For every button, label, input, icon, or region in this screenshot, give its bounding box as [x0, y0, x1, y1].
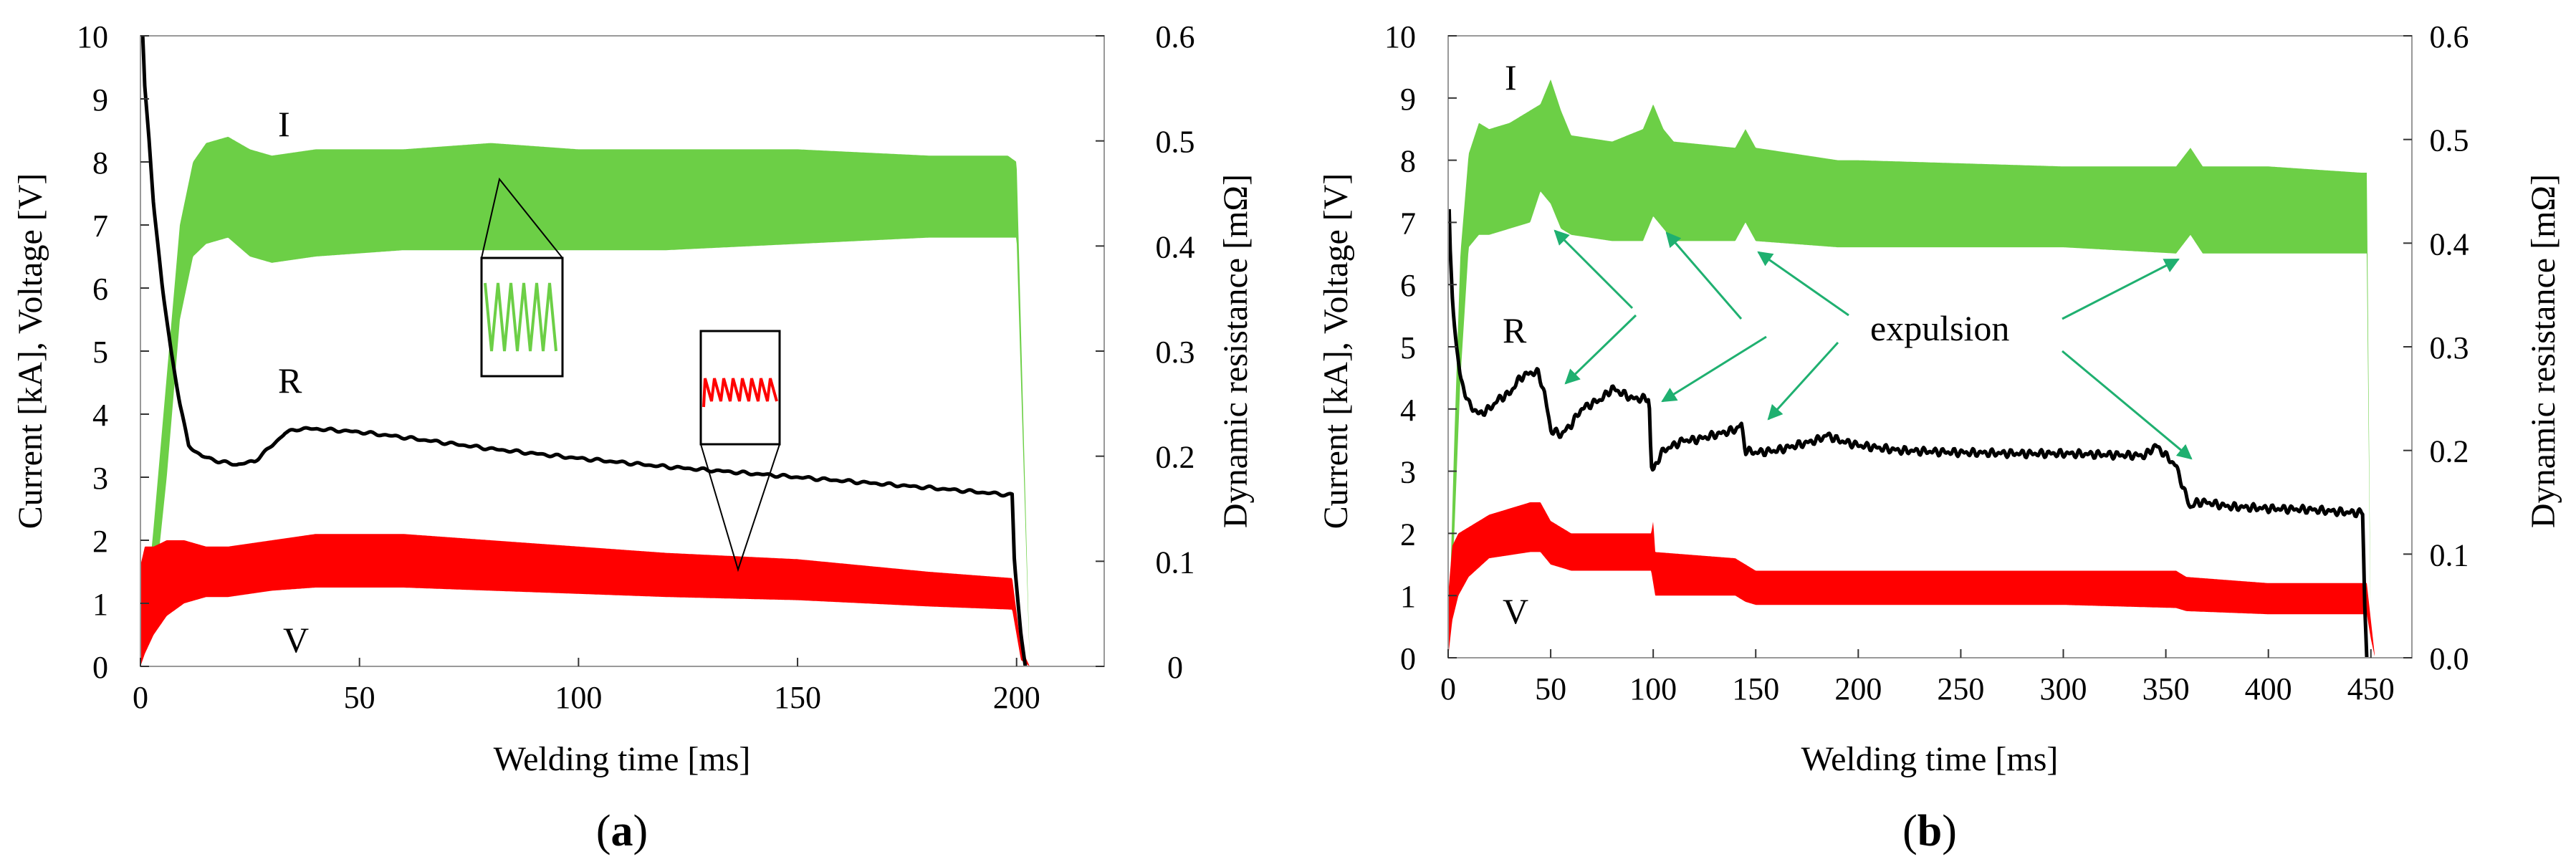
panel-a: 0 50 100 150 20001234567891000.10.20.30.40.5… — [11, 19, 1255, 856]
figure: 0 50 100 150 20001234567891000.10.20.30.40.5… — [0, 0, 2576, 867]
y-right-tick-label: 0.5 — [1156, 125, 1195, 160]
panel-a-label-current: I — [278, 104, 290, 144]
voltage-inset — [701, 331, 780, 570]
panel-b-caption: (b) — [1902, 807, 1957, 856]
x-tick-label: 50 — [344, 680, 375, 715]
y-left-tick-label: 10 — [77, 19, 108, 54]
panel-b-x-axis-title: Welding time [ms] — [1801, 740, 2059, 778]
y-right-tick-label: 0.1 — [2430, 537, 2469, 573]
x-tick-label: 0 — [1440, 671, 1456, 706]
y-right-tick-label: 0.0 — [2430, 641, 2469, 676]
panel-a-caption: (a) — [596, 807, 648, 856]
y-left-tick-label: 8 — [92, 145, 108, 181]
y-right-tick-label: 0.6 — [1156, 19, 1195, 54]
y-left-tick-label: 4 — [1400, 393, 1416, 428]
expulsion-arrow-3 — [1667, 233, 1741, 319]
panel-a-marks — [140, 35, 1030, 667]
x-tick-label: 50 — [1535, 671, 1566, 706]
y-left-tick-label: 0 — [1400, 641, 1416, 676]
panel-a-left-axis-title: Current [kA], Voltage [V] — [11, 173, 49, 530]
y-left-tick-label: 6 — [1400, 268, 1416, 303]
panel-b: 0 50 100 150 200 250 300 350 400 450 0 1 2 3 4 5 6 7 8 9 10 0… — [1317, 19, 2562, 856]
y-left-tick-label: 1 — [92, 587, 108, 622]
x-tick-label: 350 — [2142, 671, 2190, 706]
x-tick-label: 200 — [993, 680, 1040, 715]
voltage-inset-callout — [701, 444, 780, 570]
y-left-tick-label: 0 — [92, 650, 108, 685]
y-left-tick-label: 3 — [1400, 455, 1416, 490]
expulsion-arrow-8 — [2062, 351, 2191, 459]
y-left-tick-label: 5 — [92, 335, 108, 370]
y-left-tick-label: 8 — [1400, 144, 1416, 179]
y-right-tick-label: 0.1 — [1156, 545, 1195, 580]
expulsion-arrow-1 — [1555, 231, 1632, 308]
panel-b-left-axis-title: Current [kA], Voltage [V] — [1317, 173, 1355, 530]
x-tick-label: 100 — [1629, 671, 1677, 706]
panel-a-x-axis-title: Welding time [ms] — [494, 740, 751, 778]
y-right-tick-label: 0.4 — [1156, 229, 1195, 264]
panel-b-voltage-band — [1448, 502, 2375, 658]
panel-a-label-voltage: V — [283, 620, 309, 660]
y-left-tick-label: 1 — [1400, 579, 1416, 614]
y-right-tick-label: 0.5 — [2430, 123, 2469, 158]
panel-b-marks — [1448, 80, 2375, 658]
panel-b-label-voltage: V — [1503, 591, 1528, 631]
y-left-tick-label: 4 — [92, 398, 108, 433]
y-left-tick-label: 7 — [1400, 206, 1416, 241]
expulsion-arrow-4 — [1662, 337, 1766, 401]
x-tick-label: 400 — [2245, 671, 2292, 706]
panel-a-axes: 0 50 100 150 20001234567891000.10.20.30.40.5… — [77, 19, 1195, 715]
y-right-tick-label: 0.2 — [2430, 434, 2469, 469]
y-right-tick-label: 0.4 — [2430, 226, 2469, 262]
panel-b-label-resistance: R — [1503, 310, 1527, 350]
y-left-tick-label: 9 — [92, 82, 108, 118]
x-tick-label: 300 — [2040, 671, 2087, 706]
x-tick-label: 150 — [1732, 671, 1779, 706]
expulsion-arrow-6 — [1768, 343, 1838, 419]
expulsion-label: expulsion — [1870, 308, 2009, 348]
y-right-tick-label: 0.3 — [2430, 330, 2469, 365]
y-left-tick-label: 2 — [1400, 517, 1416, 552]
expulsion-arrow-7 — [2062, 259, 2178, 319]
x-tick-label: 450 — [2347, 671, 2395, 706]
y-left-tick-label: 10 — [1384, 19, 1416, 54]
y-left-tick-label: 3 — [92, 461, 108, 496]
y-left-tick-label: 5 — [1400, 330, 1416, 365]
panel-a-label-resistance: R — [278, 360, 302, 401]
y-left-tick-label: 9 — [1400, 82, 1416, 117]
x-tick-label: 200 — [1834, 671, 1882, 706]
panel-a-right-axis-title: Dynamic resistance [mΩ] — [1217, 174, 1255, 528]
x-tick-label: 0 — [133, 680, 148, 715]
y-right-tick-label: 0 — [1167, 650, 1183, 685]
y-right-tick-label: 0.6 — [2430, 19, 2469, 54]
x-tick-label: 100 — [555, 680, 602, 715]
y-right-tick-label: 0.2 — [1156, 440, 1195, 475]
y-right-tick-label: 0.3 — [1156, 335, 1195, 370]
panel-b-right-axis-title: Dynamic resistance [mΩ] — [2524, 174, 2562, 528]
expulsion-arrow-2 — [1566, 315, 1636, 383]
x-tick-label: 250 — [1937, 671, 1984, 706]
panel-b-label-current: I — [1505, 57, 1517, 97]
y-left-tick-label: 2 — [92, 524, 108, 559]
y-left-tick-label: 7 — [92, 209, 108, 244]
panel-a-voltage-band — [140, 534, 1030, 666]
x-tick-label: 150 — [774, 680, 821, 715]
expulsion-arrow-5 — [1758, 252, 1849, 315]
y-left-tick-label: 6 — [92, 272, 108, 307]
